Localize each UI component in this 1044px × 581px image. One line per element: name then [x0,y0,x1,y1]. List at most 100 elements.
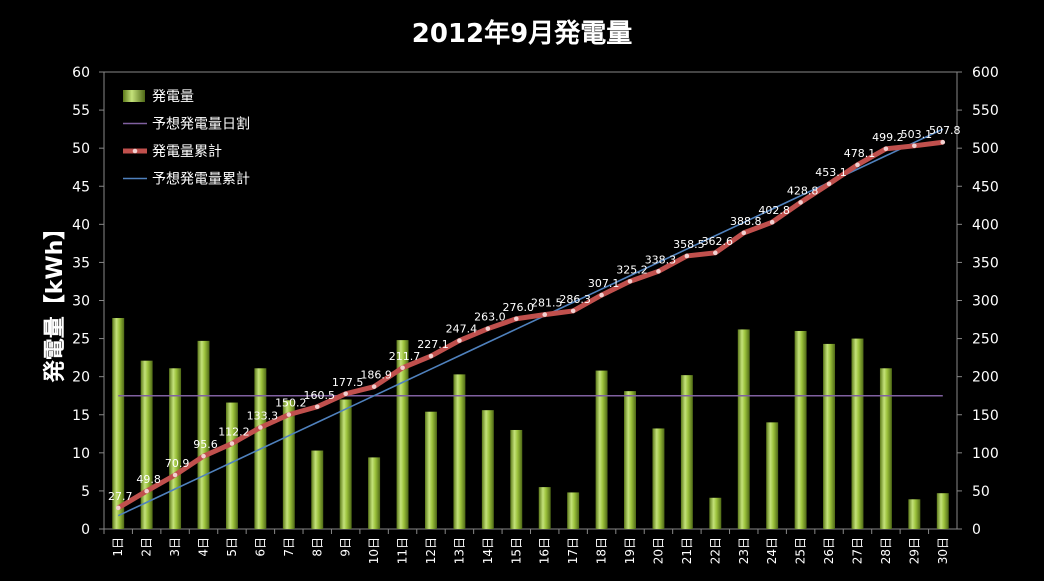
data-label: 27.7 [108,490,133,503]
cumulative-marker [485,326,491,331]
bar [282,400,295,529]
cumulative-marker [940,139,946,145]
x-tick-label: 21日 [680,537,694,564]
cumulative-marker [855,162,860,168]
right-tick-label: 150 [972,408,999,424]
x-tick-label: 5日 [225,537,239,557]
x-tick-label: 13日 [452,537,466,564]
right-tick-label: 500 [972,141,999,157]
right-tick-label: 200 [972,370,999,386]
cumulative-marker [599,292,604,298]
cumulative-marker [115,505,121,511]
left-tick-label: 15 [72,408,90,424]
data-label: 70.9 [165,457,190,470]
data-label: 49.8 [136,473,161,486]
data-label: 503.1 [901,128,933,141]
bar [936,493,949,529]
right-tick-label: 50 [972,484,990,500]
left-tick-label: 40 [72,217,90,233]
forecast-cumulative-line [117,128,944,517]
bar [766,422,779,529]
data-label: 160.5 [304,389,336,402]
left-tick-label: 50 [72,141,90,157]
x-tick-label: 12日 [424,537,438,564]
cumulative-marker [343,391,348,397]
bar [624,391,636,529]
y-axis-label: 発電量【kWh】 [43,218,68,384]
legend-swatch-marker [132,148,138,154]
left-tick-label: 30 [72,294,90,310]
legend-label: 発電量累計 [152,144,222,160]
cumulative-marker [769,219,775,225]
bar [481,410,494,529]
data-label: 478.1 [844,147,876,160]
bar [169,368,182,529]
cumulative-marker [457,338,462,343]
data-label: 453.1 [815,166,847,179]
cumulative-marker [542,312,548,317]
cumulative-marker [570,308,576,314]
bar [595,370,608,529]
cumulative-marker [684,253,690,259]
x-tick-label: 25日 [794,537,808,564]
x-tick-label: 14日 [481,537,495,564]
cumulative-marker [371,384,377,389]
data-label: 133.3 [247,409,279,422]
data-label: 338.3 [645,253,677,266]
x-tick-label: 10日 [367,537,381,564]
x-tick-label: 2日 [140,537,154,557]
left-tick-label: 5 [81,484,90,500]
right-tick-label: 550 [972,103,999,119]
right-tick-label: 0 [972,522,981,538]
left-tick-label: 45 [72,179,90,195]
bar [510,429,523,529]
data-label: 276.0 [503,301,535,314]
cumulative-marker [627,279,633,284]
cumulative-marker [912,143,917,149]
x-tick-label: 8日 [310,537,324,557]
x-tick-label: 6日 [253,537,267,557]
bar [851,338,864,529]
cumulative-marker [883,146,889,152]
left-tick-label: 25 [72,332,90,348]
bar [368,457,381,529]
cumulative-marker [229,441,235,446]
x-tick-label: 28日 [879,537,893,564]
x-tick-label: 22日 [708,537,722,564]
cumulative-marker [741,230,747,236]
bar [709,497,722,529]
bar [311,450,324,529]
bar [538,487,551,529]
bar [879,368,892,529]
x-tick-label: 7日 [282,537,296,557]
x-tick-label: 19日 [623,537,637,564]
data-label: 499.2 [872,131,904,144]
x-tick-label: 18日 [595,537,609,564]
left-tick-label: 55 [72,103,90,119]
x-tick-label: 9日 [339,537,353,557]
x-tick-label: 17日 [566,537,580,564]
cumulative-marker [172,472,178,478]
bar [425,411,437,529]
x-tick-label: 20日 [651,537,665,564]
bar [652,428,665,529]
x-tick-label: 11日 [396,537,410,564]
x-tick-label: 1日 [111,537,125,557]
bar [197,340,210,529]
cumulative-marker [258,425,263,430]
bar [396,340,409,529]
legend-label: 発電量 [152,89,194,105]
left-tick-label: 35 [72,255,90,271]
cumulative-marker [656,269,661,274]
data-label: 358.5 [673,238,705,251]
data-label: 211.7 [389,350,421,363]
left-tick-label: 20 [72,370,90,386]
legend-label: 予想発電量日割 [152,116,250,133]
right-tick-label: 600 [972,65,999,81]
right-axis-ticks: 0 50 100 150 200 250 300 350 400 450 500 550 600 [957,65,999,538]
data-label: 507.8 [929,124,961,137]
x-tick-label: 15日 [509,537,523,564]
bar [112,318,125,529]
